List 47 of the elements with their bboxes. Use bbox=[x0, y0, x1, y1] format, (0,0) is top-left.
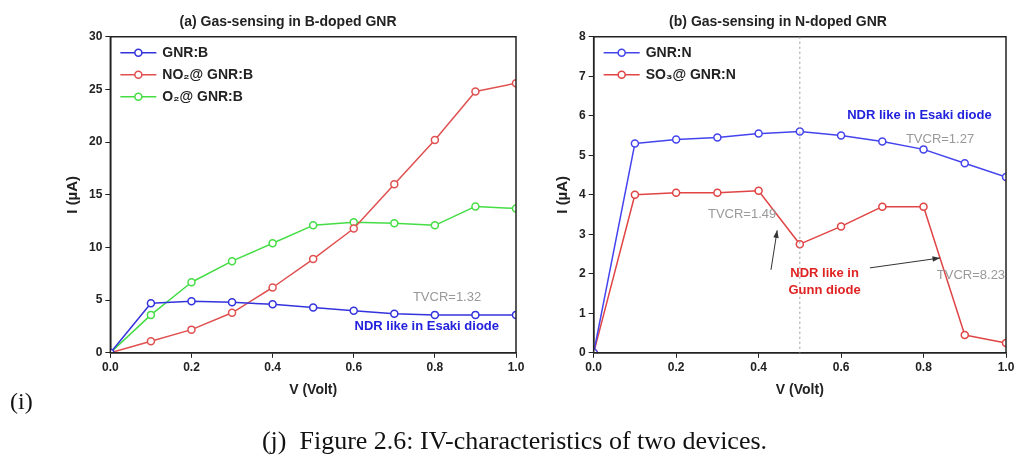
y-tick-label: 5 bbox=[95, 292, 103, 307]
x-tick-label: 0.6 bbox=[832, 360, 850, 375]
annotation: NDR like in Gunn diode bbox=[788, 264, 861, 297]
x-tick-label: 0.2 bbox=[667, 360, 685, 375]
x-axis-title: V (Volt) bbox=[289, 381, 338, 398]
y-tick-label: 2 bbox=[578, 266, 586, 281]
y-tick-label: 1 bbox=[578, 305, 586, 320]
annotation: TVCR=1.27 bbox=[905, 131, 975, 147]
annotation: TVCR=1.32 bbox=[412, 288, 482, 304]
x-tick-label: 0.0 bbox=[585, 360, 603, 375]
y-tick-label: 0 bbox=[578, 345, 586, 360]
legend-label: SO₃@ GNR:N bbox=[645, 65, 736, 82]
x-tick-label: 0.4 bbox=[750, 360, 768, 375]
x-tick-label: 0.8 bbox=[915, 360, 933, 375]
y-tick-label: 6 bbox=[578, 108, 586, 123]
x-tick-label: 0.8 bbox=[426, 360, 444, 375]
y-tick-label: 4 bbox=[578, 187, 586, 202]
chart-title: (b) Gas-sensing in N-doped GNR bbox=[669, 13, 887, 30]
chart-title: (a) Gas-sensing in B-doped GNR bbox=[179, 13, 397, 30]
y-tick-label: 25 bbox=[88, 81, 103, 96]
y-tick-label: 8 bbox=[578, 29, 586, 44]
x-tick-label: 0.0 bbox=[102, 360, 120, 375]
y-tick-label: 3 bbox=[578, 226, 586, 241]
legend-label: GNR:B bbox=[162, 43, 209, 60]
y-tick-label: 10 bbox=[88, 239, 103, 254]
legend-label: O₂@ GNR:B bbox=[162, 87, 243, 104]
x-tick-label: 0.4 bbox=[264, 360, 282, 375]
y-tick-label: 5 bbox=[578, 147, 586, 162]
y-tick-label: 20 bbox=[88, 134, 103, 149]
text: (j) Figure 2.6: IV-characteristics of two devices. bbox=[260, 426, 769, 456]
y-tick-label: 7 bbox=[578, 68, 586, 83]
legend-label: GNR:N bbox=[645, 43, 692, 60]
x-tick-label: 0.2 bbox=[183, 360, 201, 375]
text: (i) bbox=[10, 388, 33, 415]
annotation: TVCR=1.49 bbox=[707, 206, 777, 222]
y-tick-label: 0 bbox=[95, 345, 103, 360]
x-tick-label: 0.6 bbox=[345, 360, 363, 375]
annotation: NDR like in Esaki diode bbox=[847, 107, 992, 123]
y-axis-title: I (µA) bbox=[63, 175, 81, 214]
legend-label: NO₂@ GNR:B bbox=[162, 65, 253, 82]
y-tick-label: 15 bbox=[88, 187, 103, 202]
y-axis-title: I (µA) bbox=[553, 175, 571, 214]
x-axis-title: V (Volt) bbox=[775, 381, 824, 398]
y-tick-label: 30 bbox=[88, 29, 103, 44]
x-tick-label: 1.0 bbox=[997, 360, 1015, 375]
x-tick-label: 1.0 bbox=[507, 360, 525, 375]
annotation: NDR like in Esaki diode bbox=[354, 318, 500, 334]
